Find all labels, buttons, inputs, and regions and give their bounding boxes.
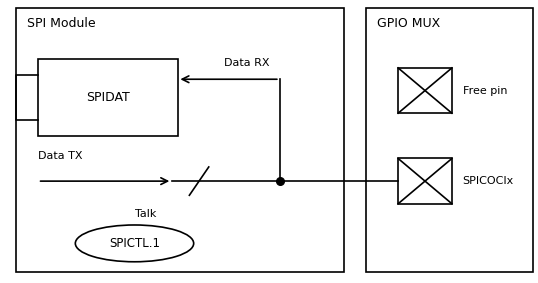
Text: GPIO MUX: GPIO MUX [377, 17, 440, 30]
Bar [366, 8, 533, 272]
Bar [16, 8, 344, 272]
Ellipse shape [75, 225, 194, 262]
Text: Talk: Talk [134, 209, 156, 219]
Bar [398, 158, 452, 204]
Text: Free pin: Free pin [463, 85, 507, 96]
Bar [398, 68, 452, 113]
Text: SPIDAT: SPIDAT [86, 91, 130, 104]
Text: SPICOCIx: SPICOCIx [463, 176, 514, 186]
Bar [38, 59, 178, 136]
Text: SPICTL.1: SPICTL.1 [109, 237, 160, 250]
Text: Data TX: Data TX [38, 151, 82, 161]
Text: Data RX: Data RX [223, 58, 269, 68]
Text: SPI Module: SPI Module [27, 17, 96, 30]
